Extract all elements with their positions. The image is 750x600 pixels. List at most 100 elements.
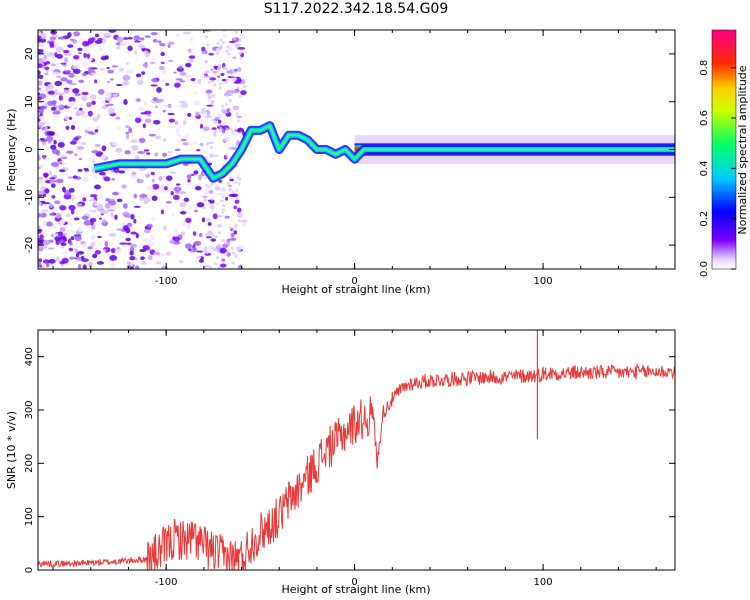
heatmap-cell (54, 200, 61, 205)
heatmap-cell (238, 51, 242, 55)
heatmap-cell (77, 264, 82, 269)
heatmap-cell (203, 264, 210, 268)
heatmap-cell (228, 188, 232, 192)
heatmap-cell (104, 91, 112, 98)
heatmap-cell (153, 251, 161, 256)
heatmap-cell (79, 107, 83, 111)
heatmap-cell (211, 233, 215, 237)
heatmap-cell (88, 198, 96, 202)
heatmap-cell (81, 177, 90, 182)
heatmap-cell (162, 69, 167, 75)
heatmap-cell (117, 126, 122, 130)
heatmap-cell (125, 213, 131, 218)
heatmap-cell (167, 151, 173, 154)
top-y-tick-label: 10 (24, 95, 35, 108)
heatmap-cell (185, 134, 189, 139)
heatmap-cell (59, 219, 66, 225)
heatmap-cell (88, 262, 93, 268)
heatmap-cell (209, 199, 215, 204)
heatmap-cell (140, 48, 149, 51)
heatmap-cell (140, 261, 147, 265)
heatmap-cell (47, 141, 52, 144)
heatmap-cell (55, 212, 62, 219)
heatmap-cell (202, 206, 206, 210)
heatmap-cell (55, 133, 60, 136)
heatmap-cell (143, 201, 148, 205)
heatmap-cell (46, 262, 50, 268)
heatmap-cell (55, 62, 60, 69)
heatmap-cell (109, 141, 114, 146)
heatmap-cell (81, 215, 89, 221)
heatmap-cell (65, 213, 71, 218)
heatmap-cell (221, 195, 225, 199)
heatmap-cell (107, 108, 116, 115)
heatmap-cell (116, 198, 123, 203)
heatmap-cell (51, 195, 56, 199)
heatmap-cell (86, 126, 92, 131)
snr-line (38, 363, 675, 570)
bottom-axes: -100 0 100 0 100 200 300 400 (24, 330, 675, 588)
heatmap-cell (38, 217, 43, 220)
heatmap-cell (144, 35, 151, 39)
heatmap-cell (51, 225, 57, 229)
heatmap-cell (89, 209, 95, 213)
heatmap-cell (103, 176, 111, 182)
heatmap-cell (38, 63, 43, 68)
heatmap-cell (235, 43, 239, 47)
heatmap-cell (142, 153, 148, 158)
heatmap-cell (168, 118, 176, 123)
heatmap-cell (125, 61, 130, 66)
heatmap-cell (94, 184, 101, 190)
heatmap-cell (134, 51, 138, 55)
heatmap-cell (68, 187, 75, 193)
heatmap-cell (165, 82, 170, 86)
heatmap-cell (240, 219, 248, 223)
heatmap-cell (39, 89, 46, 93)
heatmap-cell (218, 86, 222, 90)
heatmap-cell (69, 140, 77, 145)
heatmap-cell (87, 110, 93, 117)
heatmap-cell (194, 185, 202, 191)
heatmap-cell (217, 243, 221, 247)
heatmap-cell (76, 203, 83, 207)
heatmap-cell (87, 37, 95, 44)
heatmap-cell (44, 72, 49, 76)
heatmap-cell (63, 87, 70, 90)
heatmap-cell (81, 141, 87, 145)
heatmap-cell (97, 89, 105, 95)
heatmap-cell (42, 172, 49, 178)
heatmap-cell (54, 89, 59, 95)
heatmap-cell (209, 77, 217, 81)
heatmap-cell (221, 128, 226, 134)
heatmap-cell (187, 58, 194, 64)
heatmap-cell (45, 86, 50, 92)
heatmap-cell (42, 259, 51, 264)
heatmap-cell (205, 89, 213, 94)
heatmap-cell (159, 42, 166, 47)
heatmap-cell (81, 258, 89, 263)
heatmap-cell (221, 108, 225, 112)
heatmap-cell (176, 133, 181, 137)
heatmap-cell (73, 31, 81, 37)
heatmap-cell (126, 68, 134, 74)
heatmap-cell (49, 179, 55, 185)
heatmap-cell (143, 149, 150, 152)
heatmap-cell (218, 82, 222, 86)
heatmap-cell (40, 33, 47, 40)
heatmap-cell (72, 246, 79, 249)
heatmap-cell (201, 195, 208, 198)
heatmap-cell (201, 50, 208, 55)
heatmap-cell (207, 92, 211, 96)
heatmap-cell (208, 189, 214, 195)
heatmap-cell (238, 266, 242, 269)
heatmap-cell (158, 176, 163, 181)
heatmap-cell (138, 137, 146, 143)
heatmap-cell (94, 33, 100, 38)
heatmap-cell (237, 207, 242, 213)
heatmap-cell (50, 233, 55, 238)
heatmap-cell (112, 142, 119, 147)
heatmap-cell (236, 115, 242, 119)
heatmap-cell (134, 155, 140, 161)
heatmap-cell (138, 197, 143, 201)
